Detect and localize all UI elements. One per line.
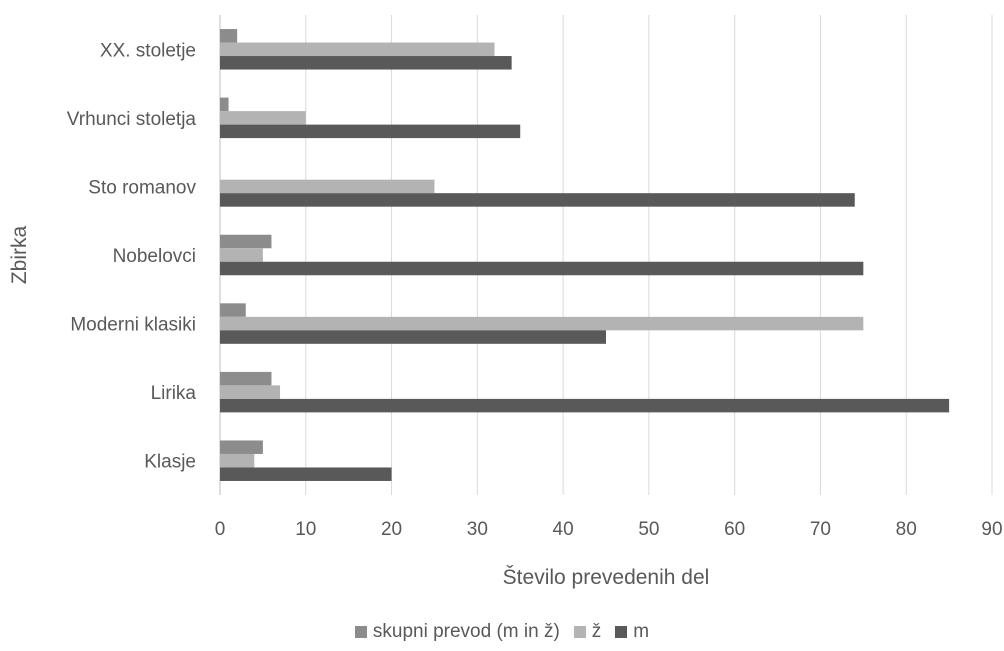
x-axis-title: Število prevedenih del bbox=[503, 566, 710, 589]
bar-skupni-prevod bbox=[220, 371, 272, 386]
legend-label: m bbox=[633, 621, 650, 642]
bar-skupni-prevod bbox=[220, 29, 238, 43]
bar-skupni-prevod bbox=[220, 234, 272, 249]
legend-swatch bbox=[354, 626, 367, 638]
category-label: Moderni klasiki bbox=[70, 315, 196, 336]
bar-skupni-prevod bbox=[220, 97, 229, 112]
bar-m bbox=[220, 330, 606, 344]
bar-z bbox=[220, 316, 864, 331]
bar-skupni-prevod bbox=[220, 303, 246, 317]
x-tick-label: 10 bbox=[295, 519, 316, 540]
x-tick-label: 80 bbox=[896, 519, 917, 540]
x-tick-label: 0 bbox=[215, 519, 226, 540]
bar-m bbox=[220, 124, 521, 139]
category-label: Lirika bbox=[151, 383, 197, 404]
legend: skupni prevod (m in ž) ž m bbox=[0, 621, 1004, 643]
legend-label: skupni prevod (m in ž) bbox=[372, 621, 560, 642]
bar-z bbox=[220, 453, 255, 468]
x-tick-label: 70 bbox=[810, 519, 831, 540]
category-label: Sto romanov bbox=[88, 177, 196, 198]
legend-item: m bbox=[615, 621, 649, 643]
bar-m bbox=[220, 261, 864, 276]
x-tick-label: 60 bbox=[724, 519, 745, 540]
category-label: Nobelovci bbox=[113, 246, 196, 267]
bar-z bbox=[220, 179, 435, 194]
x-tick-label: 30 bbox=[467, 519, 488, 540]
x-tick-label: 40 bbox=[553, 519, 574, 540]
bar-z bbox=[220, 111, 306, 125]
bar-z bbox=[220, 248, 263, 262]
category-label: XX. stoletje bbox=[100, 40, 196, 61]
legend-swatch bbox=[615, 626, 628, 638]
bar-z bbox=[220, 42, 495, 57]
x-tick-label: 20 bbox=[381, 519, 402, 540]
legend-swatch bbox=[573, 626, 586, 638]
x-tick-label: 90 bbox=[981, 519, 1002, 540]
x-tick-label: 50 bbox=[638, 519, 659, 540]
bar-m bbox=[220, 193, 855, 207]
category-label: Vrhunci stoletja bbox=[67, 109, 197, 130]
category-label: Klasje bbox=[144, 452, 196, 473]
y-axis-title: Zbirka bbox=[8, 226, 31, 285]
legend-item: skupni prevod (m in ž) bbox=[354, 621, 560, 643]
bar-skupni-prevod bbox=[220, 440, 263, 454]
legend-item: ž bbox=[573, 621, 602, 643]
bar-m bbox=[220, 467, 392, 481]
bar-z bbox=[220, 385, 281, 399]
bar-m bbox=[220, 398, 950, 413]
bar-m bbox=[220, 56, 512, 70]
bar-chart: 0 10 20 30 40 50 60 70 80 90 Število prevedenih de… bbox=[8, 15, 1003, 589]
legend-label: ž bbox=[591, 621, 602, 642]
